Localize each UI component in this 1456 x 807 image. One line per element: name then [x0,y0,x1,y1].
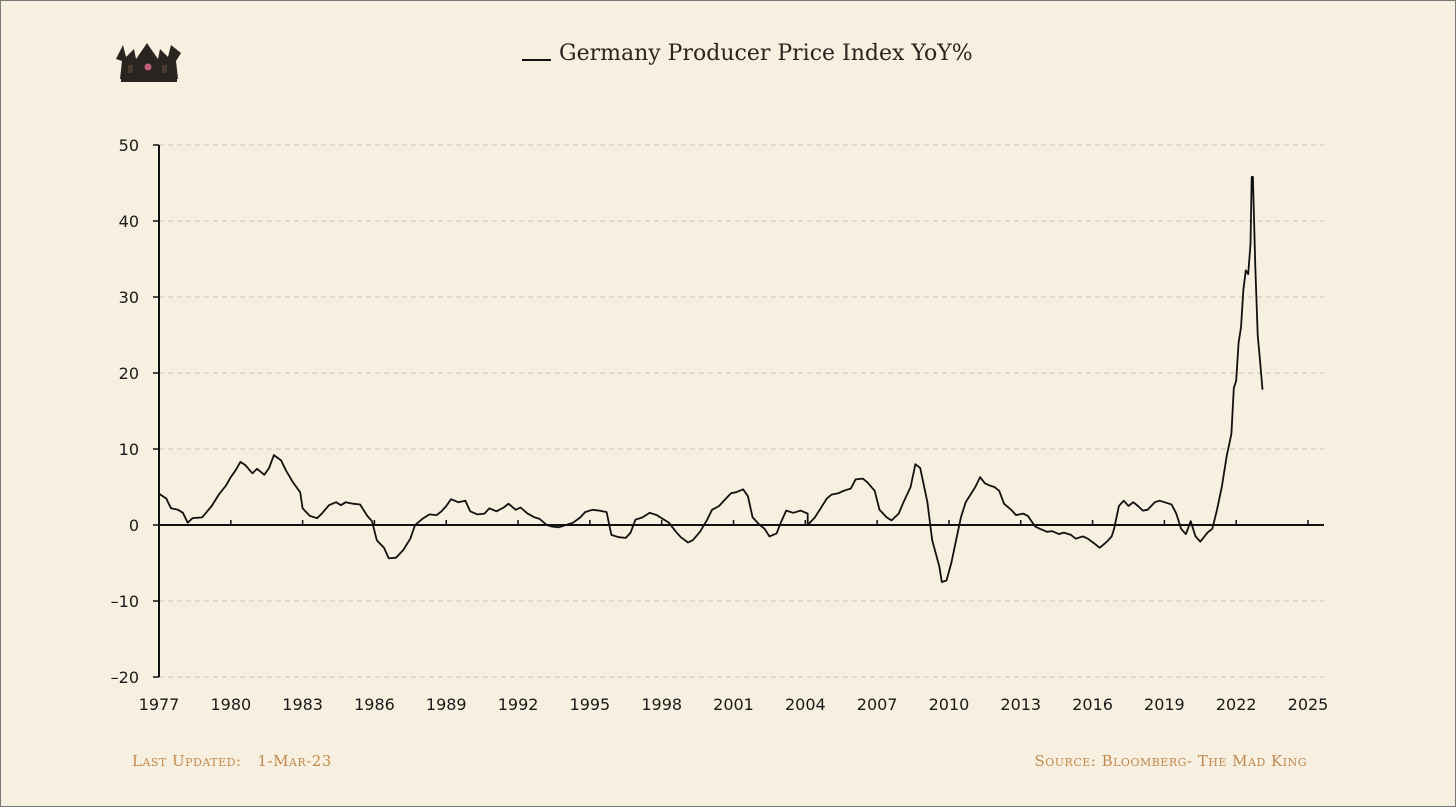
last-updated-label: Last Updated: [132,752,242,770]
x-axis-ticks: 1977 1980 1983 1986 1989 1992 1995 1998 2001 2004… [139,520,1329,714]
legend: Germany Producer Price Index YoY% [522,41,973,66]
x-tick-label: 1992 [498,695,539,714]
chart-title: Germany Producer Price Index YoY% [559,41,973,66]
x-tick-label: 2022 [1216,695,1257,714]
y-tick-label: 40 [119,212,139,231]
x-tick-label: 2025 [1288,695,1329,714]
series-line [158,176,1264,583]
x-tick-label: 2019 [1144,695,1185,714]
x-tick-label: 2004 [785,695,826,714]
x-tick-label: 2001 [713,695,754,714]
crown-icon [116,43,181,82]
source-note: Source: Bloomberg- The Mad King [1034,752,1307,770]
y-axis-ticks: –20 –10 0 10 20 30 40 50 [111,136,159,687]
series-group [158,176,1264,583]
axes [158,145,1324,677]
y-tick-label: 50 [119,136,139,155]
x-tick-label: 2007 [857,695,898,714]
last-updated-value: 1-Mar-23 [257,752,332,770]
x-tick-label: 1998 [641,695,682,714]
y-tick-label: 20 [119,364,139,383]
y-tick-label: 0 [129,516,139,535]
x-tick-label: 1989 [426,695,467,714]
y-tick-label: 10 [119,440,139,459]
x-tick-label: 2016 [1072,695,1113,714]
x-tick-label: 1977 [139,695,180,714]
last-updated: Last Updated: 1-Mar-23 [132,752,332,770]
x-tick-label: 1986 [354,695,395,714]
y-tick-label: –20 [111,668,139,687]
y-tick-label: 30 [119,288,139,307]
gridlines [159,144,1324,678]
y-tick-label: –10 [111,592,139,611]
x-tick-label: 2013 [1000,695,1041,714]
x-tick-label: 1983 [282,695,323,714]
x-tick-label: 1995 [570,695,611,714]
x-tick-label: 1980 [210,695,251,714]
x-tick-label: 2010 [929,695,970,714]
